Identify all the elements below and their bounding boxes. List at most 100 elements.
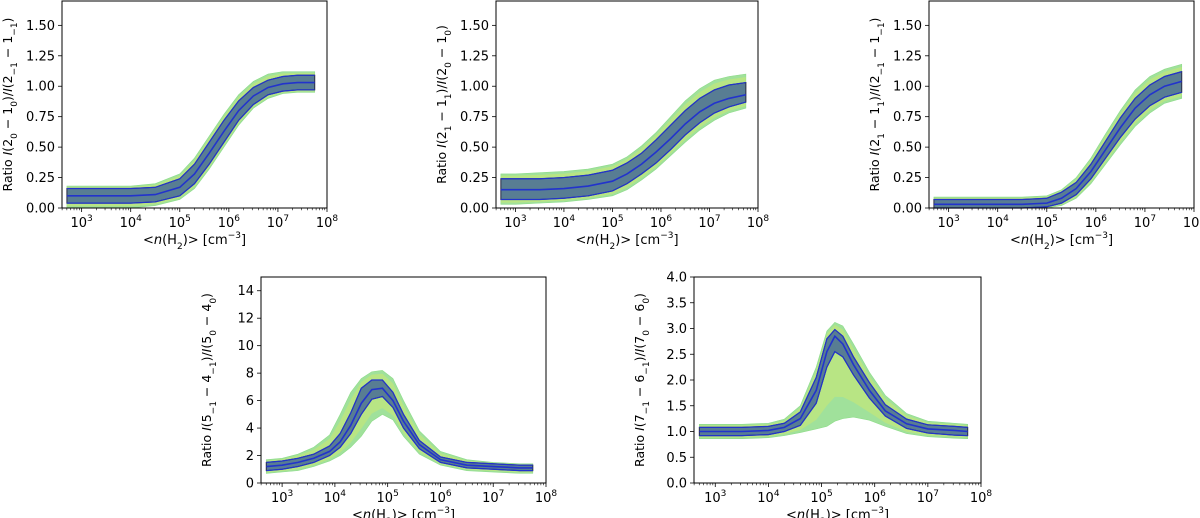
median-line — [66, 81, 315, 197]
y-tick-label: 0.25 — [460, 171, 489, 186]
y-tick-label: 0.00 — [893, 202, 922, 217]
x-tick-label: 105 — [377, 489, 399, 506]
x-tick-label: 104 — [120, 214, 143, 231]
median-line — [933, 80, 1182, 206]
y-tick-label: 10 — [237, 339, 254, 354]
y-tick-label: 1.50 — [893, 19, 922, 34]
x-tick-label: 106 — [650, 214, 673, 231]
x-tick-label: 107 — [698, 214, 720, 231]
y-tick-label: 0.25 — [893, 171, 922, 186]
y-tick-label: 0.25 — [26, 171, 55, 186]
y-tick-label: 1.25 — [893, 49, 922, 64]
x-tick-label: 103 — [504, 214, 526, 231]
x-tick-label: 108 — [747, 214, 770, 231]
x-axis-label: <n(H2)> [cm−3] — [1010, 231, 1113, 252]
x-tick-label: 107 — [917, 489, 939, 506]
x-tick-label: 106 — [1085, 214, 1108, 231]
inner-band — [933, 70, 1183, 209]
y-tick-label: 1.25 — [26, 49, 55, 64]
y-tick-label: 1.00 — [26, 80, 55, 95]
panel-bottom-right: 0.0 0.5 1.0 1.5 2.0 2.5 3.0 3.5 4.0 103 104 105 106 1… — [632, 271, 992, 518]
y-tick-label: 14 — [237, 284, 254, 299]
y-tick-label: 12 — [237, 312, 254, 327]
outer-band — [500, 73, 747, 205]
x-axis-label: <n(H2)> [cm−3] — [143, 231, 246, 252]
median-line — [699, 334, 968, 433]
x-axis-label: <n(H2)> [cm−3] — [575, 231, 678, 252]
x-axis-label: <n(H2)> [cm−3] — [786, 506, 889, 518]
x-tick-label: 107 — [1134, 214, 1156, 231]
y-tick-label: 0.0 — [666, 477, 687, 492]
x-tick-label: 108 — [316, 214, 339, 231]
upper-line — [266, 379, 533, 466]
y-tick-label: 1.25 — [460, 49, 489, 64]
x-axis-label: <n(H2)> [cm−3] — [352, 506, 455, 518]
x-tick-label: 107 — [482, 489, 504, 506]
y-tick-label: 8 — [246, 367, 254, 382]
y-tick-label: 2.0 — [666, 374, 687, 389]
x-tick-label: 106 — [429, 489, 452, 506]
panel-bottom-left: 0 2 4 6 8 10 12 14 103 104 105 106 107 108 <n(H2)> [cm… — [199, 276, 558, 518]
y-axis-label: Ratio I(7−1 − 6−1)/I(70 − 60) — [632, 293, 652, 467]
y-tick-label: 0.50 — [460, 141, 489, 156]
x-tick-label: 104 — [324, 489, 347, 506]
x-tick-label: 105 — [169, 214, 191, 231]
panel-top-right: 0.00 0.25 0.50 0.75 1.00 1.25 1.50 103 104 105 106… — [867, 0, 1200, 252]
y-tick-label: 0.50 — [893, 141, 922, 156]
y-tick-label: 0.50 — [26, 141, 55, 156]
x-tick-label: 108 — [535, 489, 558, 506]
yellow-band — [933, 66, 1182, 209]
y-tick-label: 6 — [246, 394, 254, 409]
median-line — [500, 93, 747, 191]
y-tick-label: 3.0 — [666, 322, 687, 337]
upper-line — [933, 71, 1182, 201]
y-tick-label: 1.50 — [26, 19, 55, 34]
panel-top-middle: 0.00 0.25 0.50 0.75 1.00 1.25 1.50 103 104 105 106… — [434, 0, 770, 252]
y-tick-label: 2.5 — [666, 348, 687, 363]
upper-line — [66, 74, 315, 190]
y-tick-label: 0.00 — [26, 202, 55, 217]
x-tick-label: 105 — [1036, 214, 1058, 231]
x-tick-label: 103 — [937, 214, 959, 231]
y-tick-label: 1.50 — [460, 19, 489, 34]
y-tick-label: 2 — [246, 449, 254, 464]
lower-line — [266, 395, 533, 472]
y-tick-label: 0.5 — [666, 451, 687, 466]
x-tick-label: 106 — [218, 214, 241, 231]
x-tick-label: 108 — [970, 489, 993, 506]
upper-line — [500, 81, 746, 180]
lower-line — [66, 89, 315, 204]
x-tick-label: 107 — [267, 214, 289, 231]
x-tick-label: 104 — [553, 214, 576, 231]
outer-band — [699, 321, 969, 440]
y-tick-label: 0 — [246, 477, 254, 492]
lower-line — [699, 350, 968, 437]
lower-line — [500, 101, 747, 201]
x-tick-label: 105 — [601, 214, 623, 231]
y-tick-label: 4 — [246, 422, 254, 437]
median-line — [266, 387, 533, 469]
yellow-band — [699, 324, 968, 438]
y-axis-label: Ratio I(21 − 11)/I(2−1 − 1−1) — [867, 18, 887, 192]
yellow-band — [66, 72, 315, 207]
x-tick-label: 106 — [864, 489, 887, 506]
y-tick-label: 3.5 — [666, 296, 687, 311]
y-tick-label: 1.0 — [666, 425, 687, 440]
x-tick-label: 104 — [757, 489, 780, 506]
y-axis-label: Ratio I(5−1 − 4−1)/I(50 − 40) — [199, 293, 219, 467]
x-tick-label: 108 — [1183, 214, 1200, 231]
x-tick-label: 103 — [271, 489, 293, 506]
y-axis-label: Ratio I(20 − 10)/I(2−1 − 1−1) — [0, 18, 20, 192]
yellow-band — [500, 77, 746, 203]
upper-line — [699, 328, 968, 428]
inner-band — [500, 82, 747, 200]
y-axis-label: Ratio I(21 − 11)/I(20 − 10) — [434, 25, 454, 184]
y-tick-label: 1.00 — [460, 80, 489, 95]
y-tick-label: 1.00 — [893, 80, 922, 95]
y-tick-label: 1.5 — [666, 399, 687, 414]
x-tick-label: 104 — [987, 214, 1010, 231]
panel-top-left: 0.00 0.25 0.50 0.75 1.00 1.25 1.50 103 104 105 106… — [0, 0, 339, 252]
y-tick-label: 0.75 — [893, 110, 922, 125]
y-tick-label: 0.75 — [26, 110, 55, 125]
